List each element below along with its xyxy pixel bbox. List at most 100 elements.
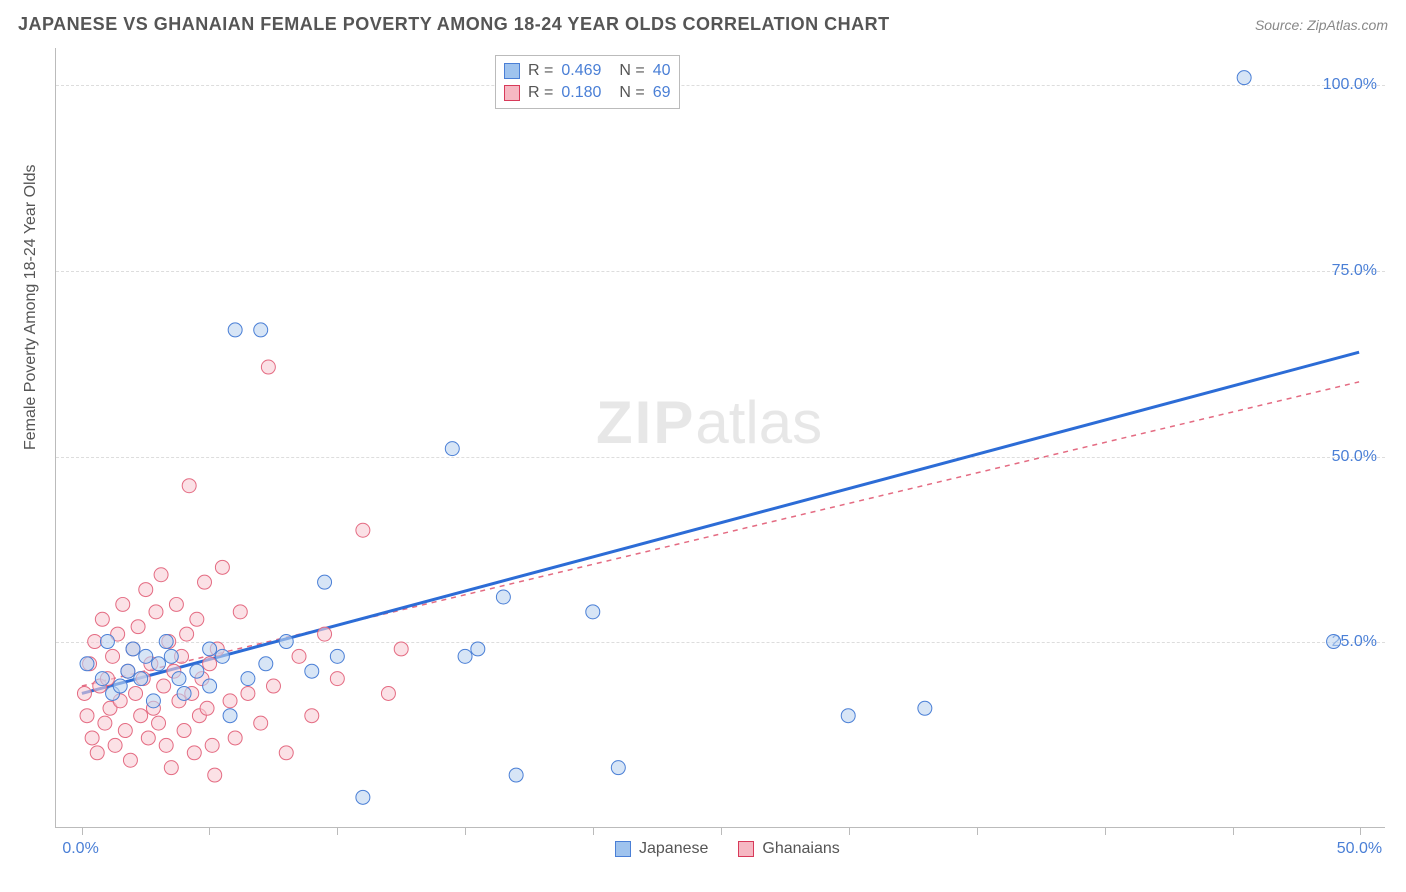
data-point	[394, 642, 408, 656]
data-point	[228, 731, 242, 745]
data-point	[292, 649, 306, 663]
n-label: N =	[619, 60, 644, 82]
data-point	[116, 597, 130, 611]
data-point	[233, 605, 247, 619]
x-tick	[977, 827, 978, 835]
data-point	[113, 679, 127, 693]
data-point	[177, 686, 191, 700]
data-point	[215, 649, 229, 663]
data-point	[261, 360, 275, 374]
legend-series: Japanese Ghanaians	[615, 840, 840, 858]
legend-stats: R =0.469N =40R =0.180N =69	[495, 55, 680, 109]
data-point	[100, 635, 114, 649]
x-tick-label: 50.0%	[1337, 840, 1382, 858]
data-point	[106, 649, 120, 663]
data-point	[458, 649, 472, 663]
data-point	[139, 649, 153, 663]
data-point	[152, 657, 166, 671]
data-point	[172, 672, 186, 686]
data-point	[90, 746, 104, 760]
data-point	[126, 642, 140, 656]
data-point	[203, 679, 217, 693]
data-point	[80, 657, 94, 671]
data-point	[154, 568, 168, 582]
trend-line	[82, 352, 1359, 693]
data-point	[241, 686, 255, 700]
data-point	[131, 620, 145, 634]
data-point	[254, 323, 268, 337]
data-point	[88, 635, 102, 649]
x-tick	[1360, 827, 1361, 835]
data-point	[356, 523, 370, 537]
chart-svg	[56, 48, 1385, 827]
data-point	[445, 442, 459, 456]
data-point	[330, 672, 344, 686]
data-point	[223, 694, 237, 708]
r-value: 0.180	[561, 82, 601, 104]
legend-swatch	[504, 63, 520, 79]
data-point	[98, 716, 112, 730]
legend-swatch	[738, 841, 754, 857]
data-point	[254, 716, 268, 730]
data-point	[1327, 635, 1341, 649]
data-point	[134, 709, 148, 723]
trend-line	[82, 382, 1359, 686]
r-value: 0.469	[561, 60, 601, 82]
data-point	[108, 738, 122, 752]
legend-stats-row: R =0.180N =69	[504, 82, 671, 104]
x-tick	[209, 827, 210, 835]
x-tick	[82, 827, 83, 835]
data-point	[164, 649, 178, 663]
data-point	[381, 686, 395, 700]
data-point	[129, 686, 143, 700]
legend-swatch	[504, 85, 520, 101]
data-point	[134, 672, 148, 686]
data-point	[149, 605, 163, 619]
data-point	[279, 746, 293, 760]
n-label: N =	[619, 82, 644, 104]
data-point	[330, 649, 344, 663]
data-point	[77, 686, 91, 700]
legend-series-label: Japanese	[639, 840, 708, 858]
data-point	[121, 664, 135, 678]
data-point	[471, 642, 485, 656]
legend-series-label: Ghanaians	[762, 840, 839, 858]
plot-area: ZIPatlas 25.0%50.0%75.0%100.0%	[55, 48, 1385, 828]
data-point	[146, 694, 160, 708]
data-point	[586, 605, 600, 619]
data-point	[123, 753, 137, 767]
x-tick	[849, 827, 850, 835]
data-point	[169, 597, 183, 611]
data-point	[157, 679, 171, 693]
data-point	[318, 575, 332, 589]
data-point	[187, 746, 201, 760]
data-point	[208, 768, 222, 782]
data-point	[85, 731, 99, 745]
data-point	[841, 709, 855, 723]
data-point	[205, 738, 219, 752]
data-point	[228, 323, 242, 337]
legend-series-item: Japanese	[615, 840, 708, 858]
x-tick	[1233, 827, 1234, 835]
data-point	[164, 761, 178, 775]
data-point	[95, 672, 109, 686]
data-point	[1237, 71, 1251, 85]
data-point	[279, 635, 293, 649]
data-point	[611, 761, 625, 775]
data-point	[141, 731, 155, 745]
data-point	[180, 627, 194, 641]
title-bar: JAPANESE VS GHANAIAN FEMALE POVERTY AMON…	[18, 14, 1388, 35]
data-point	[918, 701, 932, 715]
r-label: R =	[528, 82, 553, 104]
data-point	[118, 724, 132, 738]
data-point	[95, 612, 109, 626]
data-point	[305, 664, 319, 678]
n-value: 40	[653, 60, 671, 82]
legend-stats-row: R =0.469N =40	[504, 60, 671, 82]
data-point	[223, 709, 237, 723]
data-point	[203, 642, 217, 656]
x-tick-label: 0.0%	[62, 840, 98, 858]
data-point	[356, 790, 370, 804]
data-point	[241, 672, 255, 686]
y-axis-label: Female Poverty Among 18-24 Year Olds	[22, 165, 40, 451]
